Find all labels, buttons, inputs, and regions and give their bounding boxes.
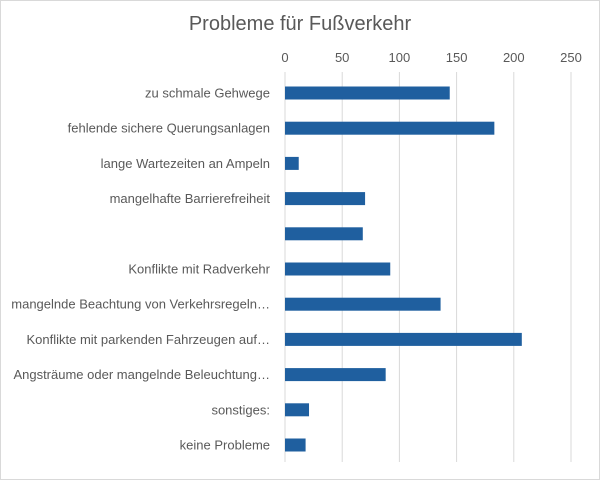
bar [285, 403, 310, 417]
x-tick-label: 200 [503, 50, 525, 65]
category-label: zu schmale Gehwege [145, 86, 270, 101]
category-label: Angsträume oder mangelnde Beleuchtung… [13, 367, 270, 382]
x-tick-label: 150 [446, 50, 468, 65]
bar [285, 227, 363, 241]
bar [285, 297, 441, 311]
bar [285, 156, 299, 170]
bar [285, 368, 386, 382]
category-label: mangelhafte Barrierefreiheit [110, 191, 271, 206]
category-label: sonstiges: [211, 402, 270, 417]
x-tick-label: 0 [281, 50, 288, 65]
bar [285, 438, 306, 452]
x-tick-label: 100 [389, 50, 411, 65]
bar [285, 86, 450, 100]
x-tick-label: 250 [560, 50, 582, 65]
category-label: Konflikte mit parkenden Fahrzeugen auf… [26, 332, 270, 347]
category-label: fehlende sichere Querungsanlagen [68, 121, 270, 136]
category-label: Konflikte mit Radverkehr [128, 262, 270, 277]
chart-title: Probleme für Fußverkehr [188, 13, 412, 35]
bar [285, 121, 495, 135]
bar [285, 192, 366, 206]
bar [285, 262, 391, 276]
bar [285, 332, 522, 346]
category-label: lange Wartezeiten an Ampeln [101, 156, 270, 171]
x-tick-label: 50 [335, 50, 349, 65]
category-label: mangelnde Beachtung von Verkehrsregeln… [11, 297, 270, 312]
category-label: keine Probleme [180, 438, 270, 453]
